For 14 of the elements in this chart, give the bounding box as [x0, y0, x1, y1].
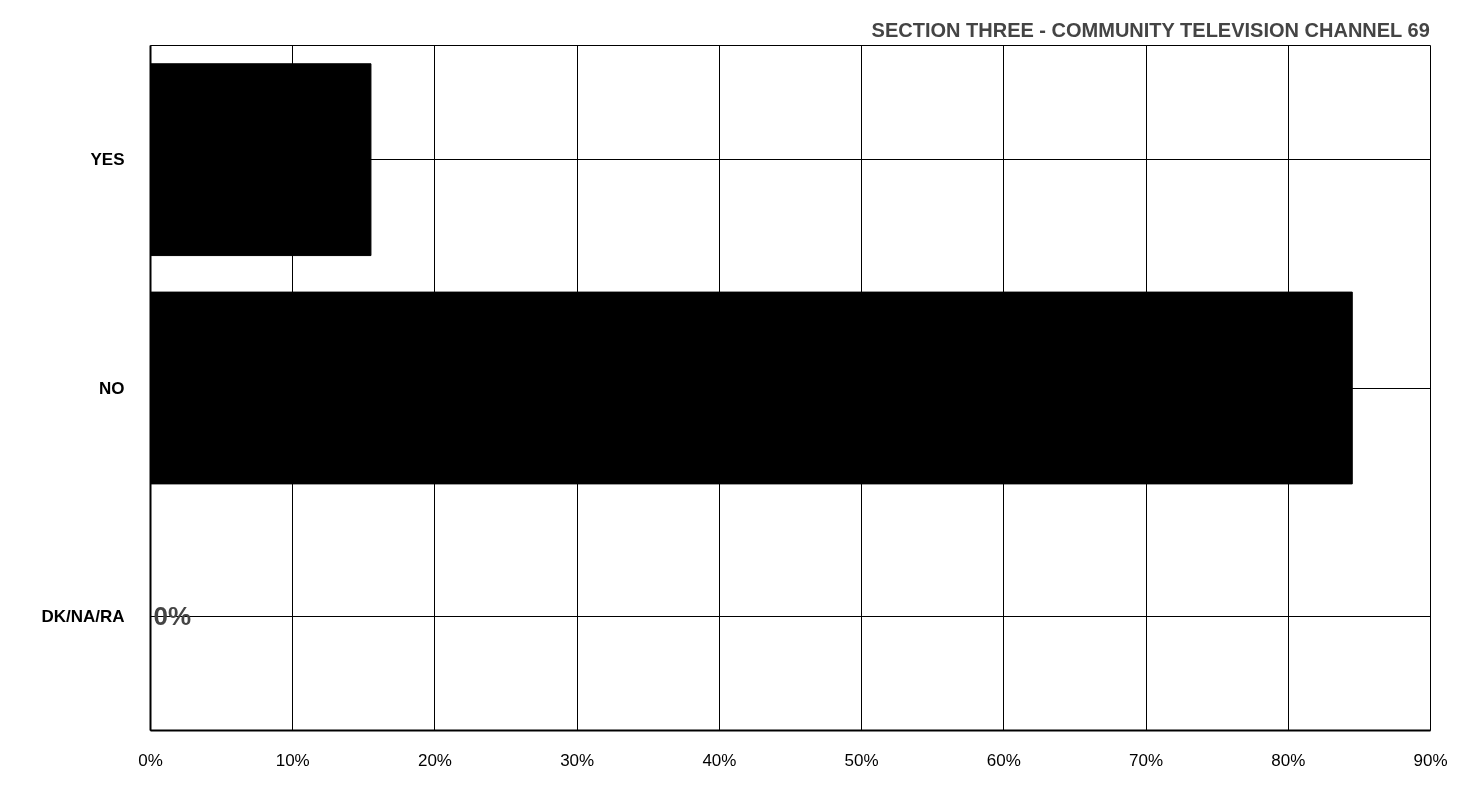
chart-title: SECTION THREE - COMMUNITY TELEVISION CHANNEL 69 [871, 18, 1430, 41]
x-tick-label: 40% [702, 750, 737, 770]
x-tick-label: 20% [417, 750, 452, 770]
y-tick-label: YES [90, 150, 125, 170]
x-tick-label: 50% [844, 750, 879, 770]
x-tick-label: 30% [560, 750, 595, 770]
x-tick-label: 80% [1271, 750, 1306, 770]
x-tick-label: 10% [275, 750, 310, 770]
x-tick-label: 90% [1413, 750, 1448, 770]
x-tick-label: 60% [986, 750, 1021, 770]
y-tick-label: NO [99, 378, 125, 398]
x-tick-label: 0% [138, 750, 163, 770]
x-tick-label: 70% [1129, 750, 1164, 770]
y-tick-label: DK/NA/RA [41, 606, 125, 626]
